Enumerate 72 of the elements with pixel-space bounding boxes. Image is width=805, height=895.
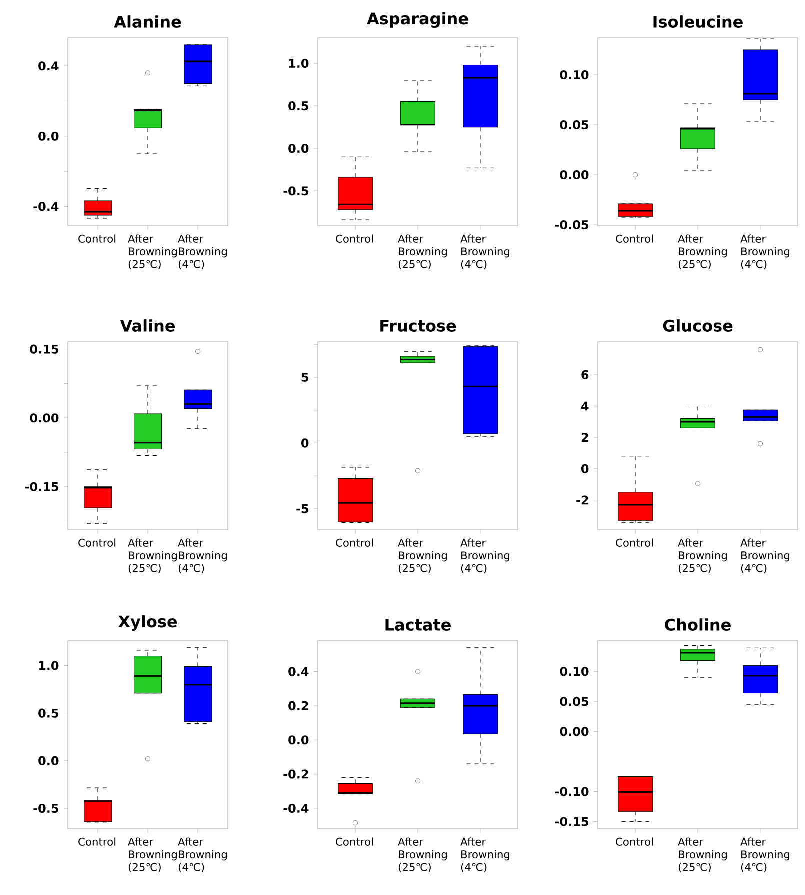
y-tick-label: -2 (576, 496, 588, 505)
chart-title: Valine (120, 320, 176, 332)
x-tick-label: After Browning (25℃) (678, 234, 728, 270)
x-tick-label: After Browning (4℃) (460, 538, 510, 574)
y-tick-label: 5 (302, 373, 308, 382)
x-tick-label: Control (616, 538, 654, 547)
x-tick-label: Control (78, 838, 116, 846)
x-tick-label: After Browning (25℃) (398, 234, 448, 270)
y-tick-label: 0 (302, 438, 309, 448)
y-tick-label: 0.4 (38, 62, 59, 71)
x-tick-label: After Browning (4℃) (740, 234, 790, 270)
y-tick-label: -0.05 (555, 220, 588, 230)
y-tick-label: 4 (581, 402, 589, 411)
x-tick-label: After Browning (25℃) (128, 538, 178, 574)
y-tick-label: -0.10 (555, 787, 589, 796)
y-tick-label: 1.0 (39, 661, 59, 670)
y-tick-label: 0 (582, 464, 589, 474)
x-tick-label: After Browning (4℃) (178, 538, 228, 574)
y-tick-label: 1.0 (289, 58, 309, 68)
x-tick-label: After Browning (4℃) (178, 234, 228, 270)
y-tick-label: 0.5 (288, 102, 308, 111)
y-tick-label: 0.10 (560, 70, 589, 80)
x-tick-label: After Browning (25℃) (128, 234, 178, 270)
y-tick-label: 0.0 (38, 756, 59, 766)
x-tick-label: Control (78, 538, 116, 547)
y-tick-label: -5 (296, 504, 308, 514)
x-tick-label: Control (336, 538, 374, 547)
y-tick-label: 0.05 (560, 120, 588, 130)
y-tick-label: -0.5 (34, 804, 58, 814)
x-tick-label: After Browning (4℃) (460, 234, 510, 270)
y-tick-label: 6 (582, 370, 589, 380)
y-tick-label: 0.0 (288, 736, 309, 745)
y-tick-label: 0.05 (560, 697, 588, 706)
y-tick-label: 0.00 (560, 170, 589, 180)
y-tick-label: 0.4 (288, 667, 309, 676)
x-tick-label: Control (78, 234, 116, 243)
chart-title: Isoleucine (654, 16, 743, 28)
y-tick-label: -0.5 (284, 186, 308, 196)
x-tick-label: After Browning (4℃) (178, 838, 228, 873)
y-tick-label: 0.5 (38, 708, 58, 718)
y-tick-label: 0.10 (560, 667, 589, 676)
y-tick-label: 0.0 (38, 132, 59, 141)
chart-title: Xylose (118, 615, 178, 631)
chart-title: Alanine (114, 16, 182, 28)
x-tick-label: After Browning (25℃) (128, 838, 178, 873)
chart-title: Fructose (380, 320, 456, 332)
y-tick-label: 0.00 (30, 414, 59, 423)
x-tick-label: After Browning (25℃) (678, 838, 728, 873)
x-tick-label: After Browning (25℃) (398, 538, 448, 574)
x-tick-label: Control (336, 838, 374, 846)
x-tick-label: After Browning (4℃) (460, 838, 510, 873)
chart-title: Glucose (663, 320, 733, 332)
y-tick-label: -0.15 (555, 817, 588, 826)
y-tick-label: -0.4 (284, 804, 309, 814)
chart-title: Lactate (386, 619, 451, 631)
x-tick-label: Control (616, 234, 654, 243)
x-tick-label: After Browning (25℃) (678, 538, 728, 574)
y-tick-label: 0.00 (560, 727, 589, 736)
x-tick-label: After Browning (4℃) (740, 538, 790, 574)
x-tick-label: After Browning (4℃) (740, 838, 790, 873)
x-tick-label: Control (336, 234, 374, 243)
chart-title: Asparagine (367, 12, 468, 28)
y-tick-label: 0.0 (288, 144, 309, 154)
y-tick-label: -0.15 (25, 482, 58, 492)
y-tick-label: -0.2 (284, 770, 308, 779)
y-tick-label: 0.2 (288, 701, 308, 710)
chart-title: Choline (665, 618, 731, 631)
x-tick-label: Control (616, 838, 654, 846)
y-tick-label: 2 (582, 433, 588, 442)
y-tick-label: -0.4 (34, 202, 59, 212)
x-tick-label: After Browning (25℃) (398, 838, 448, 873)
y-tick-label: 0.15 (30, 344, 58, 354)
